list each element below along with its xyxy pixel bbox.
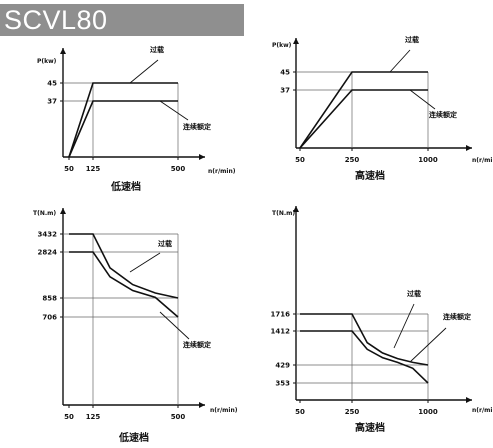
rated-leader-line: [159, 311, 190, 340]
rated-leader-line: [159, 100, 189, 121]
x-tick-label: 1000: [418, 408, 438, 416]
overload-curve: [299, 71, 428, 149]
y-tick-label: 353: [275, 380, 290, 388]
chart-caption: 高速档: [355, 421, 385, 434]
x-tick-label: 125: [86, 413, 101, 421]
y-tick-label: 1412: [271, 328, 291, 336]
x-axis-arrow: [199, 402, 205, 408]
overload-leader-line: [389, 49, 411, 73]
overload-leader-line: [393, 303, 415, 349]
rated-leader-line: [409, 327, 447, 363]
x-axis-arrow: [466, 397, 472, 403]
x-tick-label: 125: [86, 165, 101, 173]
rated-leader-line: [409, 89, 436, 110]
rated-curve: [299, 89, 428, 149]
rated-label: 连续额定: [429, 110, 457, 119]
x-tick-label: 1000: [418, 156, 438, 164]
overload-leader-line: [129, 252, 161, 273]
chart-caption: 低速档: [110, 180, 141, 193]
overload-label: 过载: [150, 45, 164, 54]
y-tick-label: 858: [42, 295, 57, 303]
x-tick-label: 50: [64, 165, 74, 173]
overload-curve: [300, 313, 429, 366]
overload-label: 过载: [407, 289, 421, 298]
model-title: SCVL80: [4, 5, 108, 35]
rated-label: 连续额定: [183, 340, 211, 349]
rated-label: 连续额定: [443, 312, 471, 321]
chart-1: [60, 48, 205, 160]
overload-label: 过载: [158, 239, 172, 248]
chart-3: [60, 208, 205, 408]
y-tick-label: 3432: [38, 231, 58, 239]
chart-2: [293, 38, 472, 151]
y-axis-arrow: [293, 206, 299, 212]
model-banner: SCVL80: [0, 4, 244, 36]
x-tick-label: 500: [171, 413, 186, 421]
chart-caption: 低速档: [118, 431, 149, 444]
x-tick-label: 250: [345, 408, 360, 416]
y-axis-label: P(kw): [272, 42, 292, 49]
y-axis-label: T(N.m): [33, 210, 56, 217]
chart-4: [293, 206, 472, 403]
y-tick-label: 2824: [38, 249, 58, 257]
chart-caption: 高速档: [355, 169, 385, 182]
rated-curve: [300, 330, 429, 384]
y-axis-arrow: [60, 208, 66, 214]
y-axis-arrow: [293, 38, 299, 44]
y-axis-label: P(kw): [37, 58, 57, 65]
overload-label: 过载: [405, 35, 419, 44]
y-tick-label: 1716: [271, 311, 291, 319]
overload-curve: [68, 82, 178, 158]
x-axis-label: n(r/min): [210, 407, 238, 414]
y-tick-label: 45: [280, 69, 290, 77]
rated-curve: [69, 251, 179, 318]
x-axis-arrow: [199, 154, 205, 160]
y-tick-label: 45: [47, 80, 57, 88]
overload-curve: [69, 233, 179, 299]
x-tick-label: 250: [345, 156, 360, 164]
y-axis-label: T(N.m): [272, 210, 295, 217]
y-tick-label: 37: [280, 87, 290, 95]
x-axis-label: n(r/min): [472, 157, 493, 164]
x-tick-label: 50: [64, 413, 74, 421]
y-axis-arrow: [60, 48, 66, 54]
x-tick-label: 50: [295, 408, 305, 416]
y-tick-label: 37: [47, 98, 57, 106]
rated-curve: [68, 100, 178, 158]
x-axis-arrow: [466, 145, 472, 151]
x-axis-label: n(r/min): [472, 407, 493, 414]
y-tick-label: 429: [275, 362, 290, 370]
x-axis-label: n(r/min): [208, 168, 236, 175]
x-tick-label: 50: [295, 156, 305, 164]
overload-leader-line: [129, 59, 159, 84]
y-tick-label: 706: [42, 314, 57, 322]
x-tick-label: 500: [171, 165, 186, 173]
rated-label: 连续额定: [183, 122, 211, 131]
